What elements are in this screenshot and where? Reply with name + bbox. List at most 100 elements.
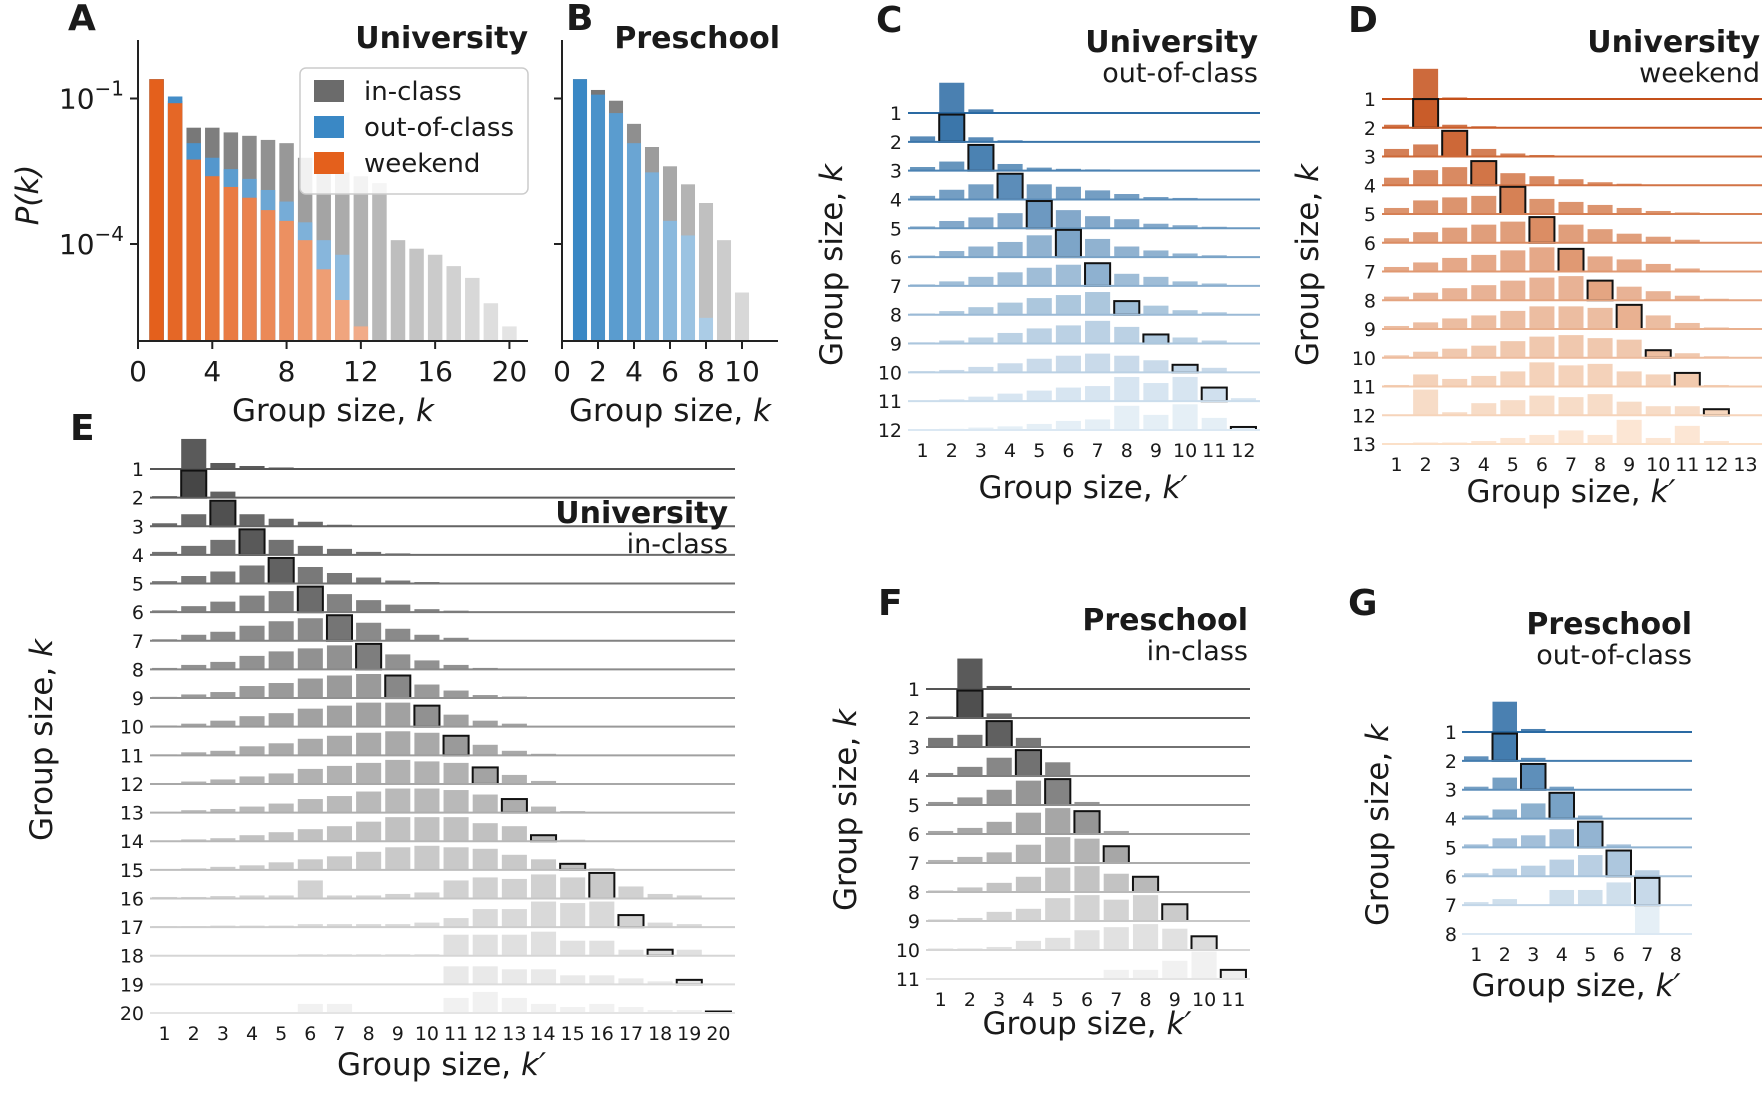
bar-k5-kp9: [1616, 207, 1642, 214]
bar-k3-kp3: [967, 143, 995, 172]
bar-k1-kp2: [1413, 68, 1439, 99]
bar-k11-kp8: [356, 732, 382, 756]
panel-letter-c: C: [876, 0, 902, 41]
bar-k5-kp5: [267, 556, 295, 585]
bar-k9-kp6: [1529, 306, 1555, 329]
bar-k3-kp3: [1519, 762, 1547, 791]
bar-k12-kp9: [385, 759, 411, 784]
bar-k16-kp5: [268, 895, 294, 899]
bar-k11-kp6: [1055, 387, 1081, 402]
bar-k2-kp1: [910, 136, 936, 142]
x-tick-label: 16: [417, 355, 453, 388]
bar-k2-kp2: [938, 113, 966, 143]
bar-k11-kp3: [210, 750, 236, 756]
bar-k8-kp4: [1015, 876, 1042, 892]
bar-k10-kp1: [1384, 355, 1410, 358]
bar-k4-kp5: [268, 539, 294, 555]
y-tick-label: 6: [1445, 866, 1457, 888]
bar-k10-kp8: [1587, 338, 1613, 358]
y-axis-label: Group size, k: [24, 638, 60, 841]
bar-k13-kp8: [1587, 434, 1613, 444]
bar-k7-kp9: [1143, 276, 1169, 286]
bar-k15-kp10: [414, 845, 440, 870]
bar-k10-kp5: [268, 713, 294, 727]
bar-k20-kp15: [560, 1006, 586, 1013]
x-tick-label: 2: [946, 440, 958, 462]
x-tick-label: 12: [343, 355, 379, 388]
bar-k8-kp2: [1413, 292, 1439, 301]
bar-k8-kp5: [1026, 298, 1052, 315]
bar-k6-kp9: [1143, 250, 1169, 258]
bar-k3-kp4: [1549, 786, 1575, 790]
panel-letter-d: D: [1348, 0, 1378, 41]
bar-out-of-class-6: [662, 220, 678, 341]
bar-k9-kp9: [1615, 303, 1643, 331]
bar-k8-kp7: [1103, 873, 1129, 892]
y-tick-label: 7: [908, 853, 920, 875]
bar-k4-kp5: [1577, 815, 1603, 819]
y-tick-label: 15: [120, 860, 144, 882]
bar-k9-kp8: [1132, 895, 1159, 921]
bar-k10-kp3: [210, 720, 236, 727]
bar-k11-kp10: [1191, 951, 1217, 979]
x-tick-label: 17: [619, 1023, 643, 1045]
bar-k5-kp3: [986, 789, 1012, 805]
bar-k5-kp4: [239, 565, 265, 584]
bar-k6-kp4: [1015, 812, 1042, 834]
bar-k16-kp12: [472, 877, 498, 899]
bar-k8-kp9: [385, 654, 411, 670]
x-tick-label: 4: [625, 355, 643, 388]
bar-k11-kp9: [1616, 371, 1642, 387]
bar-k1-kp2: [957, 658, 983, 689]
bar-k16-kp11: [443, 880, 469, 899]
bar-k14-kp13: [501, 826, 527, 842]
bar-k17-kp10: [414, 922, 440, 928]
x-tick-label: 6: [661, 355, 679, 388]
bar-k9-kp7: [1558, 306, 1584, 329]
y-tick-label: 8: [908, 882, 920, 904]
bar-k16-kp19: [676, 895, 702, 899]
bar-k2-kp3: [1442, 124, 1468, 128]
bar-k6-kp2: [1492, 868, 1518, 877]
y-tick-label: 5: [890, 218, 902, 240]
bar-k5-kp7: [326, 573, 353, 584]
bar-in-class-15: [409, 248, 424, 341]
bar-k4-kp3: [968, 184, 994, 200]
bar-k11-kp8: [1114, 376, 1140, 402]
bar-k7-kp5: [1500, 250, 1526, 272]
bar-k11-kp10: [1645, 374, 1671, 387]
bar-k5-kp8: [1587, 204, 1613, 214]
bar-k6-kp5: [1026, 235, 1052, 258]
bar-k11-kp5: [1026, 390, 1052, 402]
bar-k10-kp12: [472, 720, 498, 727]
bar-k16-kp4: [239, 895, 265, 899]
bar-k6-kp7: [1103, 830, 1129, 834]
bar-k4-kp4: [996, 172, 1024, 201]
bar-k9-kp11: [1674, 322, 1700, 329]
bar-k5-kp6: [1055, 210, 1081, 229]
x-tick-label: 6: [1536, 454, 1548, 476]
bar-in-class-12: [353, 176, 369, 341]
bar-k12-kp2: [1413, 389, 1439, 416]
bar-k8-kp8: [355, 642, 383, 671]
bar-k10-kp6: [1074, 930, 1100, 950]
bar-k11-kp9: [1143, 383, 1169, 402]
bar-k13-kp5: [268, 803, 294, 813]
bar-k5-kp2: [957, 797, 983, 805]
bar-k9-kp4: [1471, 315, 1497, 329]
bar-k15-kp6: [297, 859, 323, 870]
bar-out-of-class-8: [698, 317, 714, 341]
bar-k15-kp8: [356, 851, 382, 870]
bar-k3-kp5: [1500, 153, 1526, 157]
bar-k7-kp8: [356, 622, 382, 641]
bar-k8-kp8: [1113, 300, 1141, 316]
x-tick-label: 18: [648, 1023, 672, 1045]
bar-k6-kp1: [1384, 238, 1410, 243]
y-tick-label: 12: [1352, 405, 1376, 427]
bar-k11-kp7: [1085, 386, 1111, 402]
bar-k9-kp12: [472, 695, 498, 699]
bar-k3-kp1: [910, 167, 936, 171]
bar-k4-kp5: [1045, 762, 1071, 776]
